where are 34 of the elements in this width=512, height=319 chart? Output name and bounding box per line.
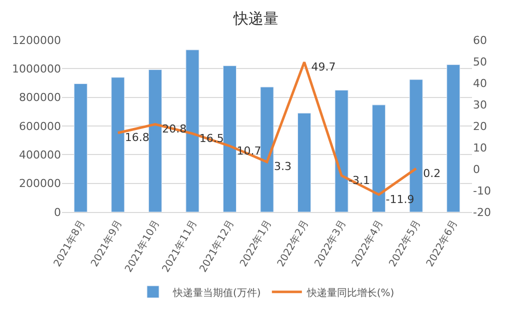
legend-label: 快递量当期值(万件) bbox=[172, 286, 261, 299]
y2-tick-label: 0 bbox=[473, 162, 480, 176]
data-label: 49.7 bbox=[304, 60, 336, 74]
y2-tick-label: 60 bbox=[473, 34, 487, 47]
line-series bbox=[116, 60, 418, 196]
y2-tick-label: 40 bbox=[473, 76, 487, 90]
y-tick-label: 800000 bbox=[19, 91, 61, 104]
bar bbox=[372, 104, 386, 212]
y2-tick-label: 20 bbox=[473, 120, 487, 133]
data-label: 0.2 bbox=[416, 166, 441, 180]
y-tick-label: 600000 bbox=[19, 120, 61, 133]
bar bbox=[260, 86, 274, 212]
data-label: 16.8 bbox=[118, 131, 150, 144]
data-label: 3.3 bbox=[267, 160, 292, 174]
y-tick-label: 1000000 bbox=[12, 62, 61, 76]
y2-tick-label: 10 bbox=[473, 141, 487, 154]
y-tick-label: 1200000 bbox=[12, 34, 61, 47]
bar bbox=[186, 50, 200, 212]
chart-title: 快递量 bbox=[232, 9, 278, 28]
legend-label: 快递量同比增长(%) bbox=[306, 286, 394, 299]
y-tick-label: 400000 bbox=[19, 148, 61, 162]
bar bbox=[148, 69, 162, 212]
bar bbox=[222, 66, 236, 212]
y2-tick-label: 30 bbox=[473, 98, 487, 112]
y-tick-label: 200000 bbox=[19, 177, 61, 190]
bar bbox=[446, 64, 460, 212]
bar bbox=[298, 112, 312, 212]
bar bbox=[74, 83, 88, 212]
y2-tick-label: 50 bbox=[473, 55, 487, 68]
y2-tick-label: -20 bbox=[473, 206, 491, 219]
bar bbox=[334, 90, 348, 212]
y2-tick-label: -10 bbox=[473, 184, 491, 198]
y-tick-label: 0 bbox=[54, 206, 61, 219]
bar bbox=[111, 77, 125, 212]
